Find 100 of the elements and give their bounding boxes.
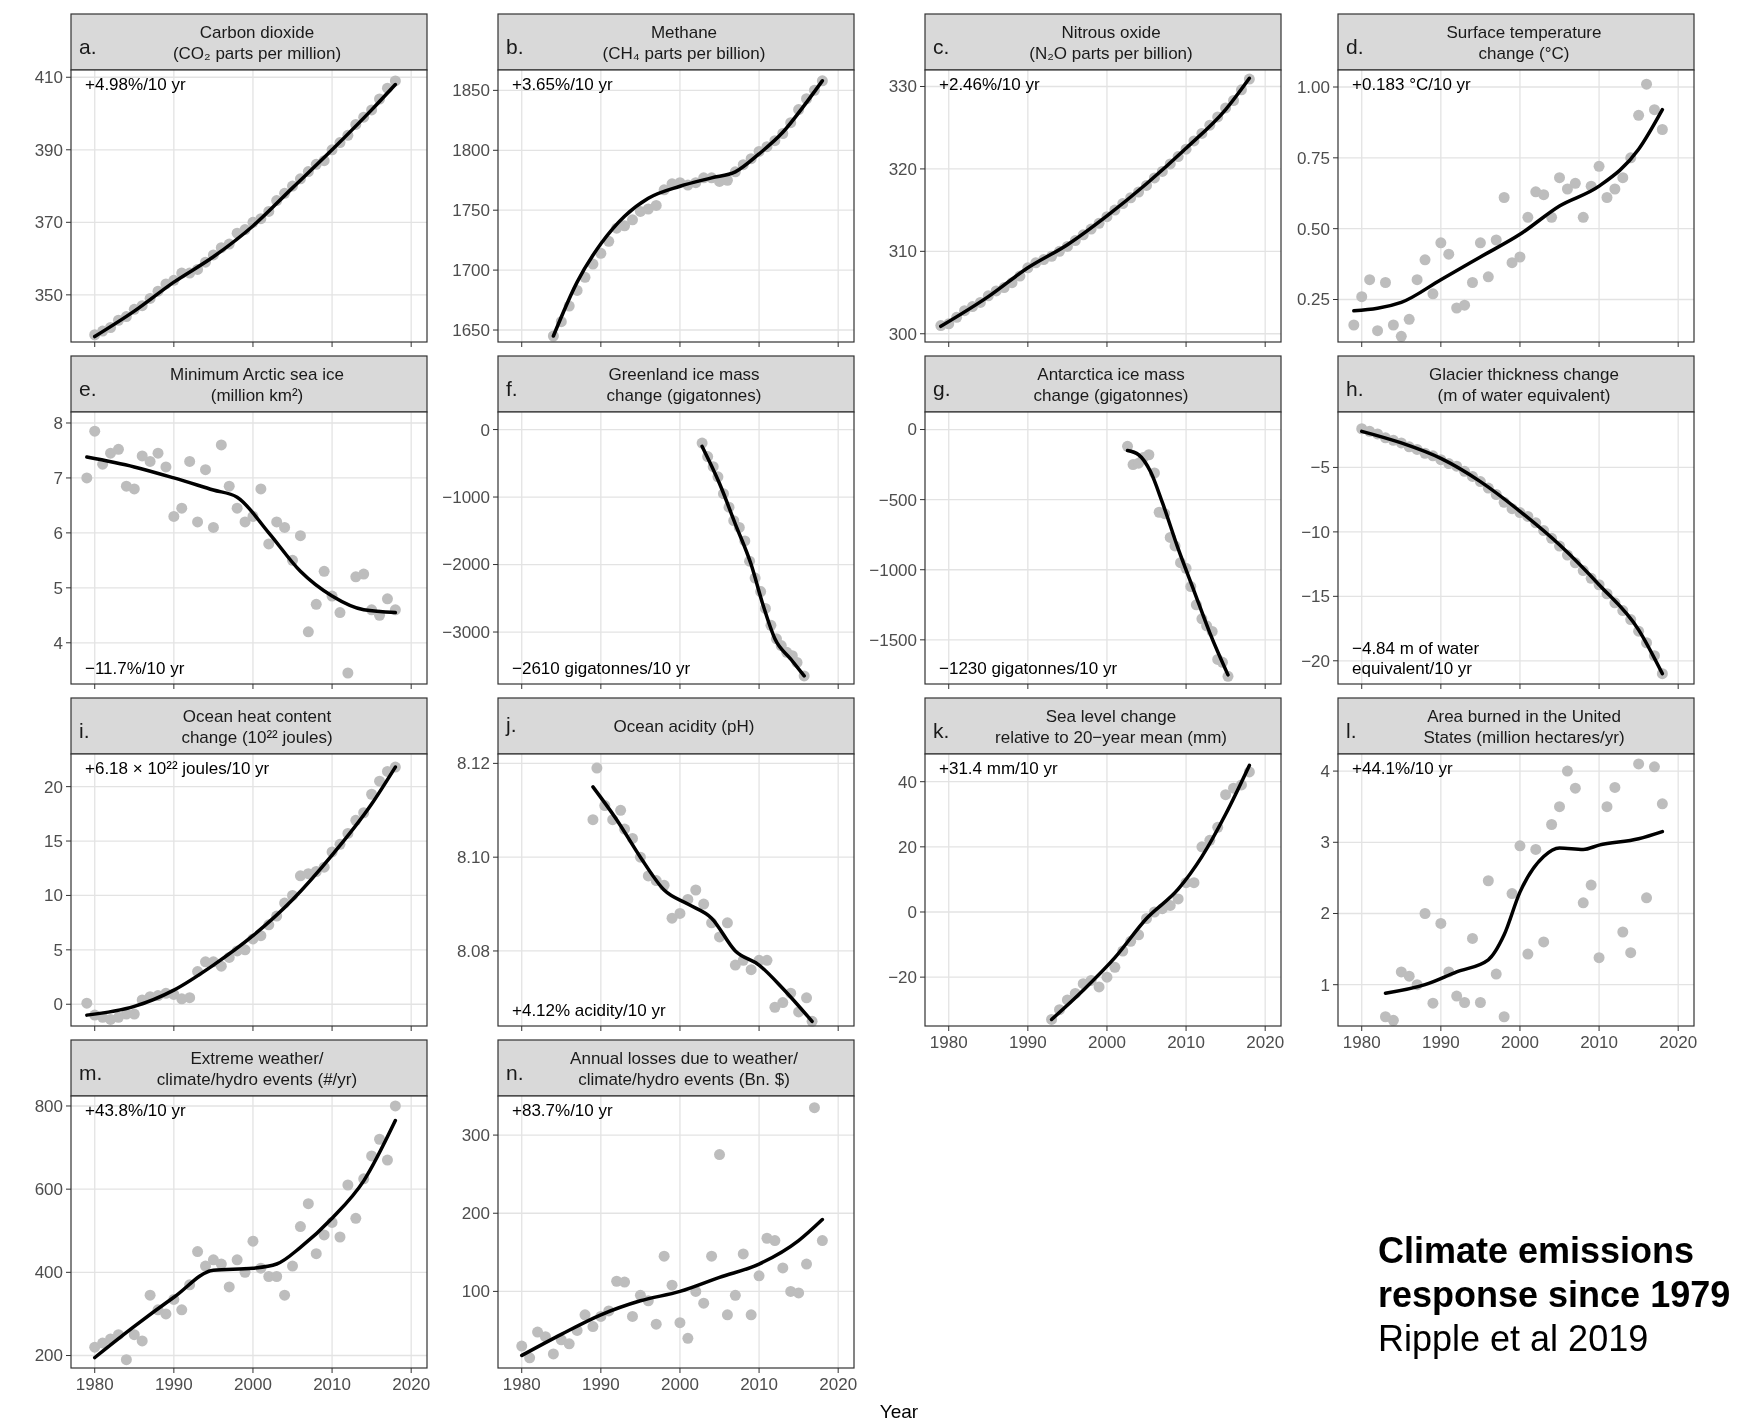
point [1482, 271, 1494, 283]
point [81, 472, 93, 484]
point [271, 516, 283, 528]
point [81, 997, 93, 1009]
point [587, 1321, 599, 1333]
point [302, 626, 314, 638]
point [1451, 990, 1463, 1002]
point [144, 455, 156, 467]
point [350, 1212, 362, 1224]
point [1593, 952, 1605, 964]
y-tick-label: 20 [44, 777, 63, 797]
chart-title: Greenland ice mass change (gigatonnes) [606, 364, 762, 405]
point [1419, 908, 1431, 919]
annotation: −1230 gigatonnes/10 yr [939, 659, 1118, 678]
point [1372, 325, 1384, 337]
x-tick-label: 2000 [661, 1375, 699, 1394]
text: j. [505, 713, 517, 736]
annotation: +43.8%/10 yr [85, 1101, 186, 1120]
y-tick-label: 1800 [452, 141, 490, 161]
point [793, 1287, 805, 1299]
y-tick-label: 8 [53, 413, 63, 433]
point [1633, 109, 1645, 121]
point [777, 997, 789, 1009]
point [1609, 781, 1621, 793]
y-tick-label: −10 [1301, 522, 1330, 542]
y-tick-label: 320 [888, 159, 917, 179]
point [310, 598, 322, 610]
point [1609, 183, 1621, 195]
chart-title: Ocean heat content change (10²² joules) [181, 706, 333, 747]
point [302, 1198, 314, 1210]
y-tick-label: 0.75 [1296, 148, 1330, 168]
point [1220, 789, 1232, 801]
point [1474, 237, 1486, 249]
point [366, 788, 378, 800]
text: f. [506, 377, 518, 400]
point [358, 568, 370, 580]
x-tick-label: 2000 [234, 1375, 272, 1394]
point [215, 439, 227, 451]
point [381, 593, 393, 605]
point [745, 1309, 757, 1321]
point [1379, 277, 1391, 288]
point [1474, 997, 1486, 1008]
text: c. [933, 35, 950, 58]
point [160, 1308, 172, 1320]
y-tick-label: 3 [1320, 833, 1330, 853]
line-series [92, 1118, 398, 1360]
point [89, 425, 101, 437]
point [136, 1335, 148, 1347]
y-tick-label: 5 [53, 940, 63, 960]
point [1585, 879, 1597, 891]
chart-title: Surface temperature change (°C) [1446, 22, 1602, 63]
point [120, 1354, 132, 1366]
point [231, 1254, 243, 1266]
line-series [519, 1217, 825, 1358]
point [1101, 971, 1113, 983]
point [223, 1281, 235, 1293]
point [1435, 917, 1447, 929]
point [231, 502, 243, 514]
point [279, 521, 291, 533]
point [184, 455, 196, 467]
y-tick-label: 0 [480, 420, 490, 440]
point [112, 443, 124, 455]
point [318, 1229, 330, 1241]
point [777, 1262, 789, 1274]
y-tick-label: 2 [1320, 904, 1330, 924]
point [1561, 765, 1573, 777]
chart-title: Area burned in the United States (million hectares/yr) [1423, 706, 1625, 747]
point [342, 667, 354, 679]
point [1593, 160, 1605, 172]
point [287, 1260, 299, 1272]
point [547, 1348, 559, 1360]
point [1356, 291, 1368, 303]
annotation: +0.183 °C/10 yr [1352, 75, 1472, 94]
point [1466, 932, 1478, 944]
point [152, 447, 164, 459]
y-tick-label: 0 [907, 420, 917, 440]
point [808, 1102, 820, 1114]
y-tick-label: 15 [44, 831, 63, 851]
point [1601, 192, 1613, 203]
point [1498, 1011, 1510, 1023]
point [1569, 782, 1581, 794]
point [381, 1154, 393, 1166]
y-tick-label: 100 [461, 1282, 490, 1302]
point [674, 907, 686, 919]
point [1403, 313, 1415, 325]
y-tick-label: −15 [1301, 587, 1330, 607]
point [1395, 330, 1407, 342]
point [1633, 758, 1645, 770]
x-tick-label: 1980 [929, 1033, 968, 1052]
point [1490, 234, 1502, 246]
point [729, 959, 741, 971]
y-tick-label: 400 [34, 1263, 63, 1283]
y-tick-label: 200 [34, 1346, 63, 1366]
y-tick-label: 410 [34, 68, 63, 88]
y-tick-label: 1700 [452, 261, 490, 281]
chart-title: Minimum Arctic sea ice (million km²) [170, 364, 344, 405]
y-tick-label: 0.25 [1296, 290, 1330, 310]
y-tick-label: 1 [1320, 975, 1330, 995]
y-tick-label: 370 [34, 213, 63, 233]
y-tick-label: 390 [34, 140, 63, 160]
